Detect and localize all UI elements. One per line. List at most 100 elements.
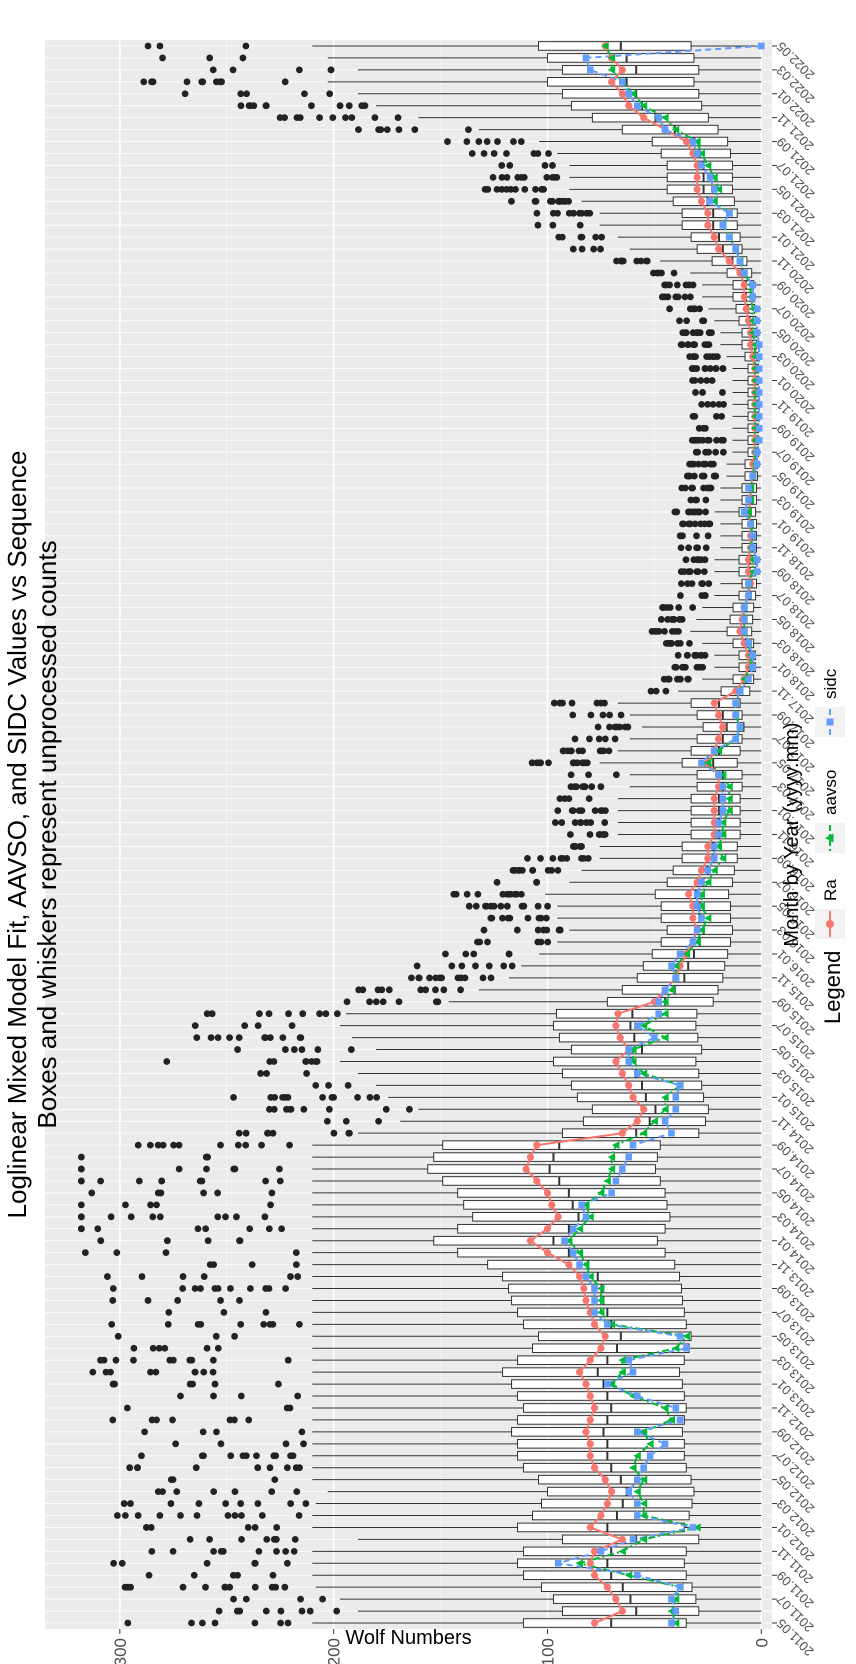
box-outlier <box>648 627 656 635</box>
point-sidc <box>740 616 748 623</box>
x-axis-label: Month by Year (yyyy.mm) <box>781 722 803 946</box>
box-outlier <box>537 854 544 862</box>
box-outlier <box>528 759 536 767</box>
box-outlier <box>532 197 540 205</box>
box-outlier <box>159 1141 167 1149</box>
box-outlier <box>621 723 629 731</box>
box-outlier <box>599 711 607 719</box>
point-aavso <box>703 758 712 767</box>
box-outlier <box>544 902 551 910</box>
point-sidc <box>661 1440 669 1448</box>
point-aavso <box>703 878 712 887</box>
box-outlier <box>336 102 344 110</box>
box-outlier <box>206 1535 213 1543</box>
box-outlier <box>202 1225 210 1233</box>
box-outlier <box>504 914 512 922</box>
box-outlier <box>215 1607 223 1615</box>
point-sidc <box>633 1392 641 1400</box>
box-outlier <box>141 1428 149 1436</box>
box-outlier <box>442 950 449 958</box>
box-outlier <box>237 102 245 110</box>
point-aavso <box>564 1236 573 1245</box>
box-outlier <box>666 305 673 313</box>
point-Ra <box>618 1129 626 1137</box>
point-Ra <box>714 245 723 253</box>
box-outlier <box>270 1058 278 1065</box>
box-outlier <box>705 436 713 444</box>
box-outlier <box>110 1559 117 1567</box>
box-outlier <box>287 1500 295 1507</box>
box-outlier <box>254 1464 262 1472</box>
point-aavso <box>661 113 669 122</box>
box-outlier <box>269 1571 277 1579</box>
box-outlier <box>463 890 471 898</box>
point-aavso <box>607 65 616 74</box>
box-outlier <box>231 1165 239 1173</box>
box-outlier <box>700 472 708 480</box>
point-sidc <box>683 1344 690 1352</box>
box-outlier <box>601 735 609 743</box>
point-sidc <box>576 1261 583 1268</box>
box-outlier <box>242 42 250 50</box>
box-outlier <box>345 1129 353 1137</box>
box-outlier <box>169 1476 177 1484</box>
box-outlier <box>515 866 523 874</box>
box-outlier <box>235 1129 243 1137</box>
box-outlier <box>212 1332 220 1340</box>
box-outlier <box>149 1344 157 1352</box>
box-outlier <box>138 1273 146 1280</box>
point-Ra <box>586 1559 594 1567</box>
box-outlier <box>578 854 585 862</box>
box-outlier <box>701 365 709 372</box>
point-sidc <box>661 1117 669 1125</box>
point-sidc <box>676 1416 684 1424</box>
legend: Legend Ra aavso sidc <box>815 668 845 1024</box>
y-axis-label: Wolf Numbers <box>345 1627 471 1649</box>
box-outlier <box>282 1547 290 1555</box>
point-sidc <box>698 162 705 169</box>
box-outlier <box>489 173 497 181</box>
box-outlier <box>513 926 521 934</box>
box-outlier <box>668 627 676 635</box>
box-outlier <box>191 1368 199 1376</box>
box-outlier <box>417 986 425 994</box>
box-outlier <box>186 1535 194 1543</box>
box-outlier <box>199 78 207 86</box>
box <box>552 1056 697 1067</box>
point-sidc <box>740 508 748 516</box>
box-outlier <box>275 1380 282 1388</box>
box-outlier <box>565 197 572 205</box>
box-outlier <box>130 1344 138 1352</box>
box-outlier <box>177 1512 184 1519</box>
box-outlier <box>700 317 708 325</box>
point-aavso <box>650 1117 658 1126</box>
point-Ra <box>740 293 748 301</box>
point-aavso <box>661 997 669 1006</box>
box-outlier <box>312 1081 320 1089</box>
point-aavso <box>575 1224 584 1233</box>
box-outlier <box>529 866 536 874</box>
box-outlier <box>214 1189 222 1197</box>
box-outlier <box>534 926 542 934</box>
box-outlier <box>169 1416 176 1424</box>
box-outlier <box>303 1070 311 1077</box>
box <box>433 1152 658 1162</box>
box-outlier <box>689 604 697 611</box>
box-outlier <box>395 126 403 134</box>
box-outlier <box>266 1034 274 1042</box>
box-outlier <box>422 986 430 994</box>
box-outlier <box>278 1225 286 1233</box>
box-outlier <box>498 173 506 181</box>
box-outlier <box>653 269 661 277</box>
point-Ra <box>704 209 712 217</box>
box-outlier <box>366 1093 374 1101</box>
point-sidc <box>753 305 761 313</box>
point-aavso <box>671 125 680 134</box>
point-sidc <box>668 962 675 970</box>
box-outlier <box>668 616 676 623</box>
box-outlier <box>505 950 513 958</box>
point-aavso <box>693 137 701 146</box>
box-outlier <box>144 1297 152 1304</box>
point-Ra <box>625 1081 633 1089</box>
box-outlier <box>532 185 539 193</box>
